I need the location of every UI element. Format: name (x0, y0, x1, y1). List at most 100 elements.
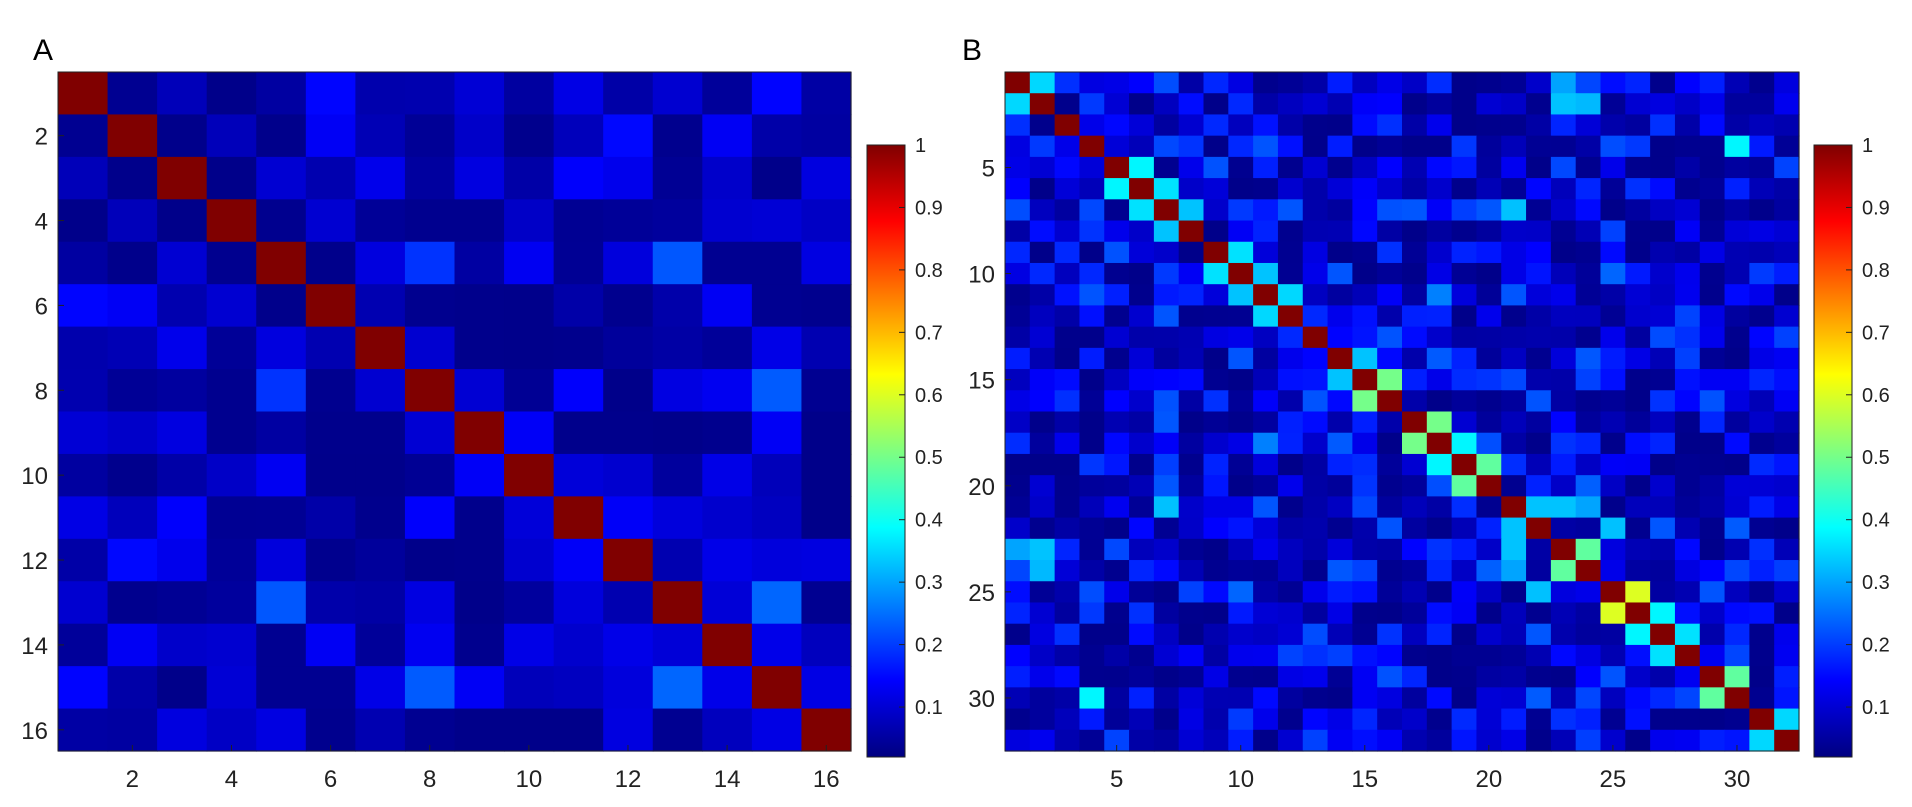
heatmap-cell (751, 241, 803, 285)
heatmap-cell (1501, 475, 1527, 497)
heatmap-cell (1005, 241, 1031, 264)
heatmap-cell (1749, 114, 1775, 137)
heatmap-cell (1550, 623, 1577, 646)
heatmap-cell (751, 623, 803, 667)
heatmap-cell (157, 114, 208, 158)
heatmap-cell (1451, 475, 1478, 497)
heatmap-cell (1501, 305, 1527, 328)
heatmap-cell (652, 411, 703, 455)
heatmap-cell (107, 623, 158, 667)
heatmap-cell (1377, 326, 1403, 349)
heatmap-cell (1029, 411, 1056, 434)
heatmap-cell (1699, 220, 1726, 243)
heatmap-cell (58, 326, 109, 370)
heatmap-cell (603, 666, 654, 710)
heatmap-cell (404, 199, 456, 243)
heatmap-cell (652, 581, 703, 625)
heatmap-cell (305, 411, 356, 455)
heatmap-cell (1054, 644, 1081, 667)
heatmap-cell (1377, 644, 1403, 667)
heatmap-cell (1178, 644, 1205, 667)
heatmap-cell (1402, 581, 1428, 604)
heatmap-cell (1749, 496, 1775, 519)
heatmap-cell (1253, 284, 1279, 307)
heatmap-cell (1402, 93, 1428, 116)
panel-a-cells (58, 72, 852, 752)
heatmap-cell (504, 114, 555, 158)
heatmap-cell (1302, 644, 1329, 667)
heatmap-cell (1600, 390, 1626, 413)
heatmap-cell (1054, 114, 1081, 137)
heatmap-cell (1203, 199, 1229, 222)
heatmap-cell (1153, 666, 1180, 688)
heatmap-cell (1377, 199, 1403, 222)
heatmap-cell (1277, 220, 1304, 243)
heatmap-cell (1178, 602, 1205, 625)
heatmap-cell (1203, 602, 1229, 625)
heatmap-cell (1228, 687, 1254, 710)
heatmap-cell (1674, 560, 1701, 582)
heatmap-cell (454, 241, 505, 285)
heatmap-cell (1029, 156, 1056, 179)
heatmap-cell (1377, 220, 1403, 243)
heatmap-cell (1228, 666, 1254, 688)
heatmap-cell (1501, 538, 1527, 561)
heatmap-cell (1650, 390, 1676, 413)
heatmap-cell (1550, 305, 1577, 328)
heatmap-cell (1079, 199, 1105, 222)
heatmap-cell (553, 581, 604, 625)
heatmap-cell (603, 708, 654, 752)
heatmap-cell (1426, 326, 1453, 349)
heatmap-cell (1575, 390, 1602, 413)
heatmap-cell (1476, 220, 1502, 243)
heatmap-cell (1476, 623, 1502, 646)
heatmap-cell (1526, 496, 1552, 519)
heatmap-cell (1674, 496, 1701, 519)
heatmap-cell (504, 538, 555, 582)
heatmap-cell (1650, 496, 1676, 519)
heatmap-cell (1476, 475, 1502, 497)
heatmap-cell (1178, 72, 1205, 94)
heatmap-cell (404, 284, 456, 328)
heatmap-cell (206, 581, 257, 625)
heatmap-cell (1129, 729, 1155, 752)
heatmap-cell (256, 623, 307, 667)
heatmap-cell (1774, 347, 1800, 370)
heatmap-cell (1402, 453, 1428, 476)
heatmap-cell (1327, 262, 1353, 285)
heatmap-cell (1575, 135, 1602, 158)
heatmap-cell (1005, 729, 1031, 752)
heatmap-cell (1153, 729, 1180, 752)
x-tick-label: 8 (423, 766, 436, 793)
heatmap-cell (1600, 347, 1626, 370)
heatmap-cell (1749, 72, 1775, 94)
heatmap-cell (157, 708, 208, 752)
heatmap-cell (1451, 305, 1478, 328)
heatmap-cell (1426, 666, 1453, 688)
heatmap-cell (1228, 178, 1254, 200)
heatmap-cell (1203, 241, 1229, 264)
heatmap-cell (305, 538, 356, 582)
heatmap-cell (1302, 347, 1329, 370)
heatmap-cell (1129, 560, 1155, 582)
panel-b-y-ticks: 5 10 15 20 25 30 (968, 155, 1011, 713)
heatmap-cell (1526, 72, 1552, 94)
heatmap-cell (1203, 369, 1229, 391)
heatmap-cell (1774, 411, 1800, 434)
heatmap-cell (404, 538, 456, 582)
heatmap-cell (1650, 199, 1676, 222)
heatmap-cell (1526, 538, 1552, 561)
heatmap-cell (1674, 262, 1701, 285)
heatmap-cell (1153, 156, 1180, 179)
heatmap-cell (504, 623, 555, 667)
heatmap-cell (1526, 93, 1552, 116)
heatmap-cell (107, 199, 158, 243)
heatmap-cell (1550, 581, 1577, 604)
heatmap-cell (1079, 135, 1105, 158)
heatmap-cell (1104, 581, 1130, 604)
heatmap-cell (1302, 517, 1329, 540)
heatmap-cell (1774, 262, 1800, 285)
heatmap-cell (652, 199, 703, 243)
heatmap-cell (1153, 326, 1180, 349)
heatmap-cell (1526, 560, 1552, 582)
